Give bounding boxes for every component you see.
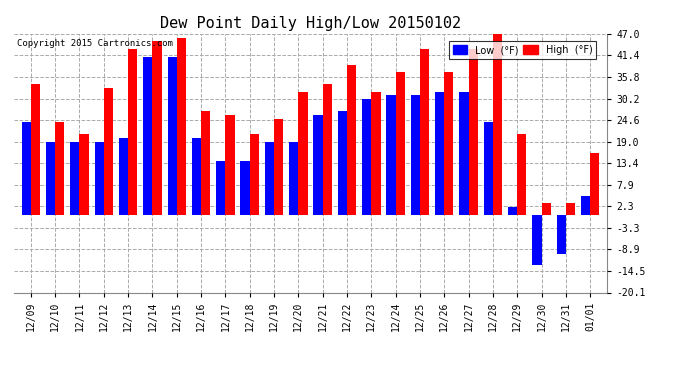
Bar [566, 203, 575, 215]
Bar [557, 215, 566, 254]
Bar [152, 42, 161, 215]
Bar [240, 161, 250, 215]
Bar [298, 92, 308, 215]
Bar [313, 115, 323, 215]
Bar [168, 57, 177, 215]
Bar [581, 196, 590, 215]
Bar [79, 134, 89, 215]
Bar [362, 99, 371, 215]
Bar [104, 88, 113, 215]
Bar [484, 123, 493, 215]
Legend: Low  (°F), High  (°F): Low (°F), High (°F) [448, 41, 596, 59]
Bar [347, 64, 356, 215]
Bar [274, 118, 284, 215]
Bar [493, 34, 502, 215]
Bar [435, 92, 444, 215]
Bar [201, 111, 210, 215]
Bar [119, 138, 128, 215]
Bar [289, 142, 298, 215]
Bar [518, 134, 526, 215]
Bar [226, 115, 235, 215]
Bar [250, 134, 259, 215]
Bar [265, 142, 274, 215]
Bar [460, 92, 469, 215]
Bar [70, 142, 79, 215]
Bar [192, 138, 201, 215]
Bar [323, 84, 332, 215]
Bar [128, 49, 137, 215]
Bar [95, 142, 103, 215]
Bar [31, 84, 40, 215]
Bar [177, 38, 186, 215]
Bar [55, 123, 64, 215]
Title: Dew Point Daily High/Low 20150102: Dew Point Daily High/Low 20150102 [160, 16, 461, 31]
Text: Copyright 2015 Cartronics.com: Copyright 2015 Cartronics.com [17, 39, 172, 48]
Bar [420, 49, 429, 215]
Bar [469, 49, 477, 215]
Bar [590, 153, 600, 215]
Bar [532, 215, 542, 265]
Bar [386, 96, 395, 215]
Bar [508, 207, 518, 215]
Bar [46, 142, 55, 215]
Bar [395, 72, 405, 215]
Bar [411, 96, 420, 215]
Bar [21, 123, 31, 215]
Bar [371, 92, 381, 215]
Bar [216, 161, 226, 215]
Bar [144, 57, 152, 215]
Bar [444, 72, 453, 215]
Bar [542, 203, 551, 215]
Bar [337, 111, 347, 215]
